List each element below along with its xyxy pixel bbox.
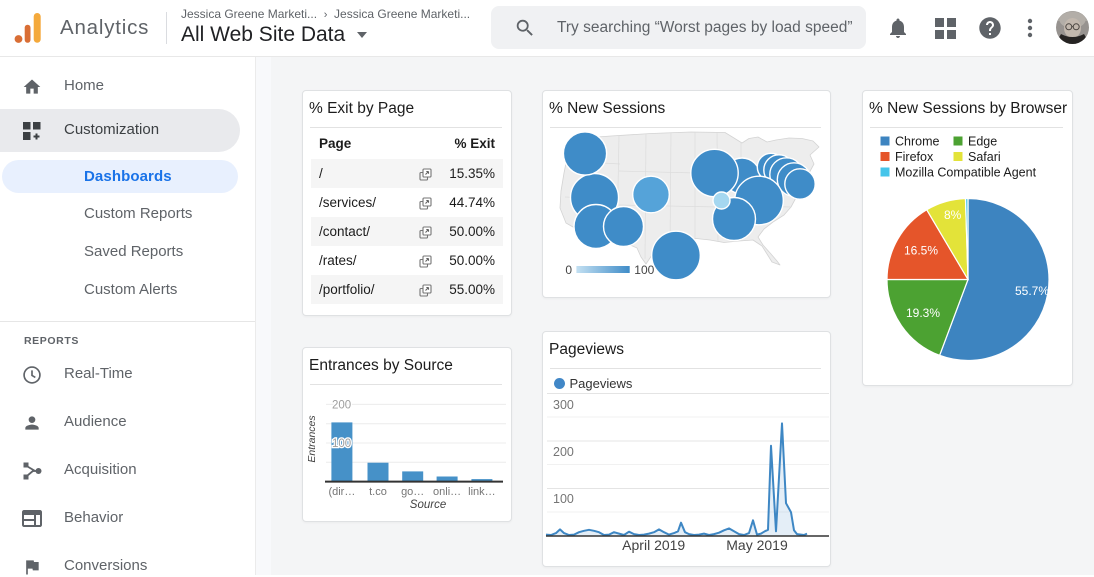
svg-text:(dir…: (dir… (328, 486, 355, 498)
svg-text:Mozilla Compatible Agent: Mozilla Compatible Agent (895, 166, 1037, 180)
svg-text:t.co: t.co (369, 486, 387, 498)
svg-text:go…: go… (401, 486, 424, 498)
svg-text:April 2019: April 2019 (622, 537, 685, 553)
svg-text:100: 100 (634, 263, 654, 277)
svg-text:16.5%: 16.5% (904, 244, 938, 258)
svg-text:Safari: Safari (968, 150, 1001, 164)
svg-text:19.3%: 19.3% (906, 306, 940, 320)
svg-text:300: 300 (553, 398, 574, 412)
svg-text:Entrances: Entrances (306, 415, 318, 463)
svg-text:link…: link… (468, 486, 496, 498)
svg-text:100: 100 (332, 438, 351, 450)
svg-text:Pageviews: Pageviews (570, 376, 633, 391)
svg-text:Chrome: Chrome (895, 135, 940, 149)
svg-text:May 2019: May 2019 (726, 537, 788, 553)
svg-text:Source: Source (410, 499, 446, 511)
svg-text:Firefox: Firefox (895, 150, 934, 164)
svg-text:8%: 8% (944, 208, 962, 222)
svg-text:200: 200 (553, 445, 574, 459)
svg-text:100: 100 (553, 492, 574, 506)
svg-text:200: 200 (332, 399, 351, 411)
svg-text:onli…: onli… (433, 486, 461, 498)
svg-text:55.7%: 55.7% (1015, 284, 1049, 298)
svg-text:Edge: Edge (968, 135, 997, 149)
svg-text:0: 0 (565, 263, 572, 277)
